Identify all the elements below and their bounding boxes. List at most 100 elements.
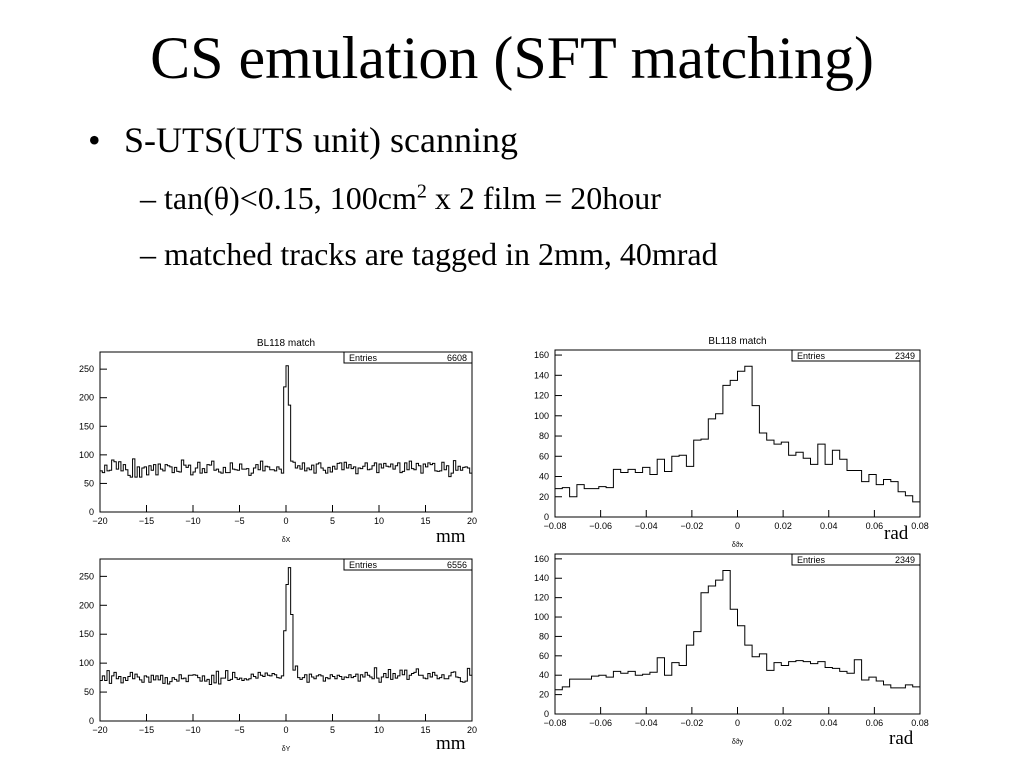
x-tick-label: 0 — [735, 718, 740, 728]
x-tick-label: 0 — [283, 725, 288, 735]
stats-box — [343, 351, 473, 364]
sub1-superscript: 2 — [416, 180, 427, 203]
unit-label-mm-top: mm — [436, 526, 466, 547]
stats-entries-label: Entries — [797, 351, 826, 361]
x-tick-label: 15 — [420, 725, 430, 735]
histogram-step-line — [555, 569, 920, 691]
x-tick-label: 5 — [330, 516, 335, 526]
x-tick-label: 0 — [735, 521, 740, 531]
x-tick-label: −0.06 — [589, 521, 612, 531]
y-tick-label: 100 — [534, 411, 549, 421]
y-tick-label: 100 — [79, 658, 94, 668]
y-tick-label: 50 — [84, 478, 94, 488]
stats-box — [343, 558, 473, 571]
y-tick-label: 20 — [539, 492, 549, 502]
plot-frame — [99, 351, 473, 513]
y-tick-label: 100 — [79, 450, 94, 460]
y-tick-label: 200 — [79, 393, 94, 403]
sub-dash: – — [140, 180, 156, 216]
stats-entries-value: 2349 — [895, 555, 915, 565]
y-tick-label: 60 — [539, 651, 549, 661]
x-tick-label: −20 — [92, 725, 107, 735]
chart-title: BL118 match — [257, 338, 315, 349]
y-tick-label: 120 — [534, 593, 549, 603]
y-tick-label: 100 — [534, 612, 549, 622]
chart-title: BL118 match — [708, 336, 766, 347]
y-tick-label: 150 — [79, 421, 94, 431]
x-tick-label: 15 — [420, 516, 430, 526]
x-tick-label: 20 — [467, 725, 477, 735]
sub-bullet-scan-rate: – tan(θ)<0.15, 100cm2 x 2 film = 20hour — [140, 178, 661, 218]
sub1-text: tan(θ)<0.15, 100cm — [164, 180, 417, 216]
y-tick-label: 80 — [539, 631, 549, 641]
y-tick-label: 20 — [539, 690, 549, 700]
stats-box — [791, 553, 921, 566]
y-tick-label: 80 — [539, 431, 549, 441]
sub1-suffix: x 2 film = 20hour — [426, 180, 661, 216]
x-tick-label: 0.06 — [866, 521, 884, 531]
bullet-dot: • — [88, 120, 101, 160]
x-tick-label: 0.02 — [774, 718, 792, 728]
x-tick-label: 0.04 — [820, 718, 838, 728]
bullet-text: S-UTS(UTS unit) scanning — [124, 120, 518, 160]
stats-box — [791, 349, 921, 362]
x-tick-label: −5 — [234, 725, 244, 735]
x-tick-label: −5 — [234, 516, 244, 526]
y-tick-label: 140 — [534, 370, 549, 380]
unit-label-rad-bottom: rad — [889, 728, 914, 749]
slide-title: CS emulation (SFT matching) — [150, 25, 874, 91]
x-tick-label: 5 — [330, 725, 335, 735]
x-tick-label: −0.04 — [635, 718, 658, 728]
x-tick-label: −0.06 — [589, 718, 612, 728]
sub-dash: – — [140, 236, 156, 272]
sub-bullet-matching: – matched tracks are tagged in 2mm, 40mr… — [140, 234, 718, 274]
x-tick-label: −0.04 — [635, 521, 658, 531]
y-tick-label: 50 — [84, 687, 94, 697]
y-tick-label: 60 — [539, 451, 549, 461]
y-tick-label: 0 — [89, 507, 94, 517]
y-tick-label: 160 — [534, 350, 549, 360]
stats-entries-value: 6556 — [447, 560, 467, 570]
x-axis-label: δX — [282, 537, 291, 544]
histogram-step-line — [555, 365, 920, 503]
stats-entries-label: Entries — [797, 555, 826, 565]
x-tick-label: −10 — [185, 725, 200, 735]
x-tick-label: −10 — [185, 516, 200, 526]
x-tick-label: 20 — [467, 516, 477, 526]
y-tick-label: 0 — [544, 709, 549, 719]
x-tick-label: −0.02 — [680, 718, 703, 728]
y-tick-label: 150 — [79, 629, 94, 639]
y-tick-label: 250 — [79, 364, 94, 374]
stats-entries-value: 2349 — [895, 351, 915, 361]
x-tick-label: −15 — [139, 516, 154, 526]
y-tick-label: 40 — [539, 472, 549, 482]
stats-entries-label: Entries — [349, 560, 378, 570]
stats-entries-value: 6608 — [447, 353, 467, 363]
x-axis-label: δϑx — [732, 542, 744, 549]
plot-frame — [554, 553, 921, 715]
y-tick-label: 0 — [544, 512, 549, 522]
sub2-text: matched tracks are tagged in 2mm, 40mrad — [164, 236, 718, 272]
y-tick-label: 140 — [534, 573, 549, 583]
x-tick-label: −15 — [139, 725, 154, 735]
x-tick-label: −0.08 — [544, 521, 567, 531]
x-tick-label: 0.06 — [866, 718, 884, 728]
unit-label-rad-top: rad — [884, 523, 909, 544]
bullet-item: • S-UTS(UTS unit) scanning — [88, 118, 518, 162]
y-tick-label: 200 — [79, 600, 94, 610]
y-tick-label: 120 — [534, 391, 549, 401]
x-tick-label: 0 — [283, 516, 288, 526]
stats-entries-label: Entries — [349, 353, 378, 363]
x-tick-label: 0.08 — [911, 718, 929, 728]
y-tick-label: 160 — [534, 554, 549, 564]
x-tick-label: −20 — [92, 516, 107, 526]
x-tick-label: 0.04 — [820, 521, 838, 531]
x-tick-label: 10 — [374, 725, 384, 735]
histogram-step-line — [100, 365, 472, 478]
plot-frame — [99, 558, 473, 722]
x-tick-label: 0.02 — [774, 521, 792, 531]
